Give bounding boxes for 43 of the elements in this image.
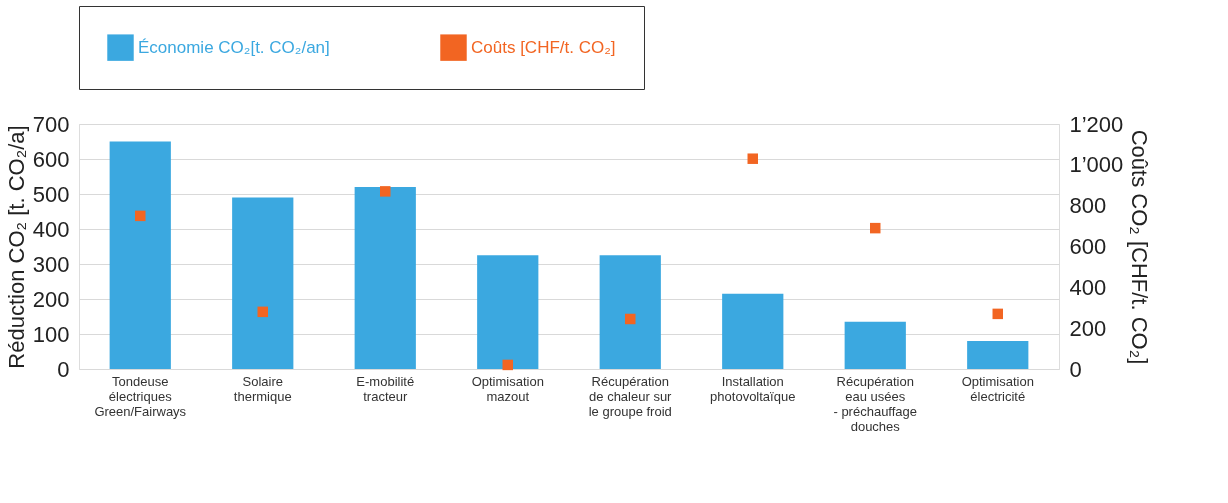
point xyxy=(747,153,758,164)
y-axis-title: Réduction CO₂ [t. CO₂/a] xyxy=(3,125,29,369)
point xyxy=(135,210,146,222)
bar xyxy=(599,255,661,369)
y-tick-label: 300 xyxy=(32,251,70,277)
y-tick-label: 600 xyxy=(32,146,70,172)
y2-tick-label: 800 xyxy=(1069,193,1107,219)
y-tick-label: 500 xyxy=(32,181,70,207)
point xyxy=(257,306,268,318)
y2-tick-label: 1’000 xyxy=(1069,152,1124,178)
bar xyxy=(354,187,416,369)
y-tick-label: 700 xyxy=(32,111,70,137)
y-tick-label: 0 xyxy=(57,356,70,382)
bar xyxy=(232,197,294,369)
x-tick-label: Récupération eau usées - préchauffage douches xyxy=(833,373,918,434)
legend-label: Économie CO₂[t. CO₂/an] xyxy=(138,37,330,57)
x-tick-label: Installation photovoltaïque xyxy=(710,373,796,404)
point xyxy=(625,313,636,325)
point xyxy=(870,222,881,234)
y2-tick-label: 200 xyxy=(1069,315,1107,341)
x-tick-label: Optimisation mazout xyxy=(471,373,544,404)
point xyxy=(992,308,1003,320)
bar xyxy=(109,141,171,369)
bar xyxy=(967,341,1029,369)
y2-tick-label: 1’200 xyxy=(1069,111,1124,137)
y2-tick-label: 600 xyxy=(1069,234,1107,259)
x-tick-label: Optimisation électricité xyxy=(961,373,1034,404)
x-tick-label: Récupération de chaleur sur le groupe froid xyxy=(588,373,673,419)
y-tick-label: 400 xyxy=(32,216,70,242)
x-tick-label: Solaire thermique xyxy=(233,373,292,404)
bar xyxy=(722,293,784,369)
point xyxy=(380,186,391,197)
y2-tick-label: 400 xyxy=(1069,274,1107,300)
y-tick-label: 200 xyxy=(32,286,70,312)
y-tick-label: 100 xyxy=(32,321,70,347)
y2-axis-title: Coûts CO₂ [CHF/t. CO₂] xyxy=(1127,129,1153,365)
bar xyxy=(844,321,906,369)
legend-label: Coûts [CHF/t. CO₂] xyxy=(471,37,616,57)
point xyxy=(502,359,513,371)
bar xyxy=(477,255,539,369)
y2-tick-label: 0 xyxy=(1069,356,1082,382)
x-tick-label: Tondeuse électriques Green/Fairways xyxy=(94,373,187,419)
x-tick-label: E-mobilité tracteur xyxy=(356,373,415,404)
